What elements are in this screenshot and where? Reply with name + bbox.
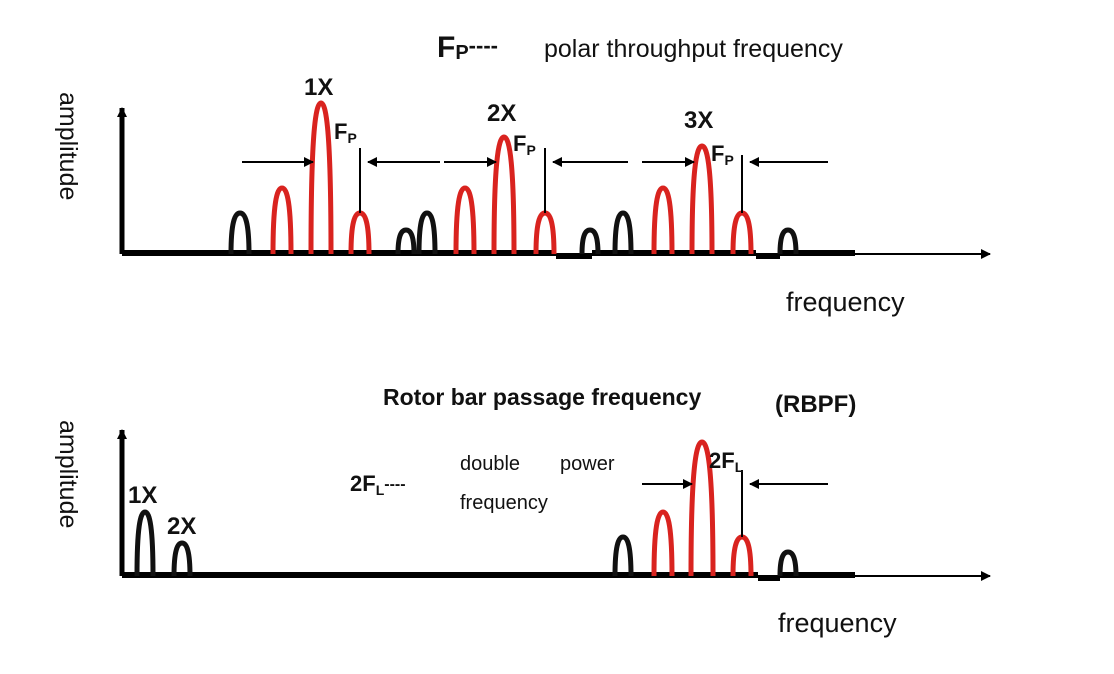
spectral-peak [416,210,438,255]
spectral-peak-red [270,185,294,255]
spectral-peak-red [453,185,477,255]
spectral-peak-red [491,134,517,255]
spectral-peak-red [533,210,557,255]
bottom-legend-text-frequency: frequency [460,492,548,514]
top-order-label-3x: 3X [684,107,713,134]
spectral-peak [228,210,252,255]
top-order-label-1x: 1X [304,74,333,101]
spectral-peak [612,534,634,577]
top-legend-symbol: FP---- [437,31,498,64]
bottom-sideband-label: 2FL [709,448,744,475]
top-panel: FP---- polar throughput frequency amplit… [54,31,991,317]
spectral-peak [777,227,799,255]
bottom-title: Rotor bar passage frequency [383,384,701,410]
bottom-y-axis-label: amplitude [54,420,82,528]
spectral-peak-red [688,439,716,577]
bottom-title-abbrev: (RBPF) [775,391,856,418]
spectral-peak-red [308,100,334,255]
spectral-peak-red [689,143,715,255]
top-sideband-label-2: FP [513,131,536,158]
bottom-legend-text-power: power [560,453,615,475]
bottom-baseline [122,572,855,581]
spectral-peak [395,227,417,255]
top-order-label-2x: 2X [487,100,516,127]
spectral-peak-red [651,185,675,255]
top-sideband-arrows [242,148,828,213]
spectral-peak [134,509,156,577]
bottom-x-axis-label: frequency [778,608,897,638]
spectral-peak-red [348,210,372,255]
top-y-axis-label: amplitude [54,92,82,200]
top-x-axis-label: frequency [786,287,905,317]
bottom-peaks [134,439,799,577]
bottom-sideband-arrows [642,470,828,537]
spectral-peak-red [730,210,754,255]
spectral-peak [777,549,799,577]
top-peaks [228,100,799,255]
spectral-peak-red [651,509,675,577]
bottom-label-1x: 1X [128,482,157,509]
top-legend-text: polar throughput frequency [544,35,843,63]
bottom-legend-symbol: 2FL---- [350,471,406,498]
spectral-peak [579,227,601,255]
bottom-panel: Rotor bar passage frequency (RBPF) ampli… [54,384,991,638]
spectral-peak-red [730,534,754,577]
bottom-legend-text-double: double [460,453,520,475]
top-sideband-label-1: FP [334,119,357,146]
spectral-peak [612,210,634,255]
spectral-peak [171,540,193,577]
bottom-label-2x: 2X [167,513,196,540]
top-sideband-label-3: FP [711,141,734,168]
